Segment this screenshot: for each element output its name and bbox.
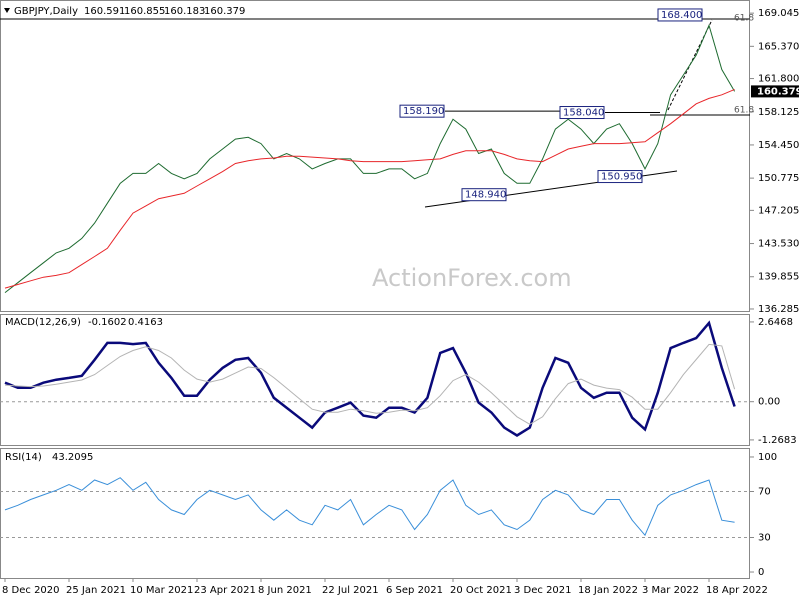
- series-line: [4, 88, 735, 289]
- rsi-title: RSI(14): [5, 452, 42, 463]
- price-label: 148.940: [465, 190, 506, 201]
- x-tick-label: 20 Oct 2021: [450, 585, 512, 596]
- y-tick-label: 0.00: [758, 397, 780, 408]
- y-tick-label: 158.125: [758, 107, 799, 118]
- rsi-panel: [0, 448, 750, 579]
- signal-value: 0.4163: [128, 317, 163, 328]
- dropdown-icon[interactable]: [4, 8, 10, 13]
- price-box: [657, 8, 703, 22]
- series-line: [4, 343, 736, 425]
- price-box: [559, 106, 605, 120]
- rsi-value: 43.2095: [52, 452, 93, 463]
- y-tick-label: 70: [758, 486, 771, 497]
- y-tick-label: 139.855: [758, 272, 799, 283]
- x-tick-label: 23 Apr 2021: [194, 585, 256, 596]
- y-tick-label: 150.775: [758, 173, 799, 184]
- watermark: ActionForex.com: [372, 264, 572, 292]
- macd-panel: [0, 314, 750, 446]
- x-tick-label: 3 Mar 2022: [642, 585, 699, 596]
- price-box: [399, 104, 445, 118]
- series-line: [4, 23, 736, 293]
- x-tick-label: 10 Mar 2021: [130, 585, 193, 596]
- y-tick-label: 165.370: [758, 41, 799, 52]
- last-price-label: 160.379: [757, 86, 800, 97]
- x-tick-label: 18 Jan 2022: [578, 585, 638, 596]
- series-line: [4, 477, 735, 537]
- price-box: [461, 188, 507, 202]
- y-tick-label: -1.2683: [758, 435, 797, 446]
- x-tick-label: 18 Apr 2022: [706, 585, 768, 596]
- y-tick-label: 30: [758, 533, 771, 544]
- y-tick-label: 100: [758, 452, 777, 463]
- last-price-tag: [751, 85, 799, 98]
- x-tick-label: 8 Dec 2020: [2, 585, 60, 596]
- y-tick-label: 147.205: [758, 205, 799, 216]
- x-tick-label: 25 Jan 2021: [66, 585, 126, 596]
- high-price: 160.855: [124, 6, 165, 17]
- x-tick-label: 22 Jul 2021: [322, 585, 379, 596]
- price-panel: [0, 0, 750, 312]
- close-price: 160.379: [204, 6, 245, 17]
- price-label: 168.400: [661, 10, 702, 21]
- open-price: 160.591: [84, 6, 125, 17]
- y-tick-label: 136.285: [758, 304, 799, 315]
- price-label: 150.950: [601, 172, 642, 183]
- price-label: 158.190: [403, 106, 444, 117]
- y-tick-label: 143.530: [758, 239, 799, 250]
- fib-label: 61.8: [734, 106, 754, 116]
- y-tick-label: 169.045: [758, 8, 799, 19]
- y-tick-label: 161.800: [758, 74, 799, 85]
- macd-title: MACD(12,26,9): [5, 317, 81, 328]
- low-price: 160.183: [164, 6, 205, 17]
- fib-label: 61.8: [734, 14, 754, 24]
- y-tick-label: 154.450: [758, 140, 799, 151]
- y-tick-label: 0: [758, 567, 764, 578]
- macd-value: -0.1602: [88, 317, 127, 328]
- y-tick-label: 2.6468: [758, 317, 793, 328]
- price-label: 158.040: [563, 108, 604, 119]
- x-tick-label: 3 Dec 2021: [514, 585, 572, 596]
- series-line: [4, 320, 736, 437]
- x-tick-label: 6 Sep 2021: [386, 585, 443, 596]
- price-box: [597, 170, 643, 184]
- x-tick-label: 8 Jun 2021: [258, 585, 312, 596]
- symbol-label: GBPJPY,Daily: [14, 6, 78, 17]
